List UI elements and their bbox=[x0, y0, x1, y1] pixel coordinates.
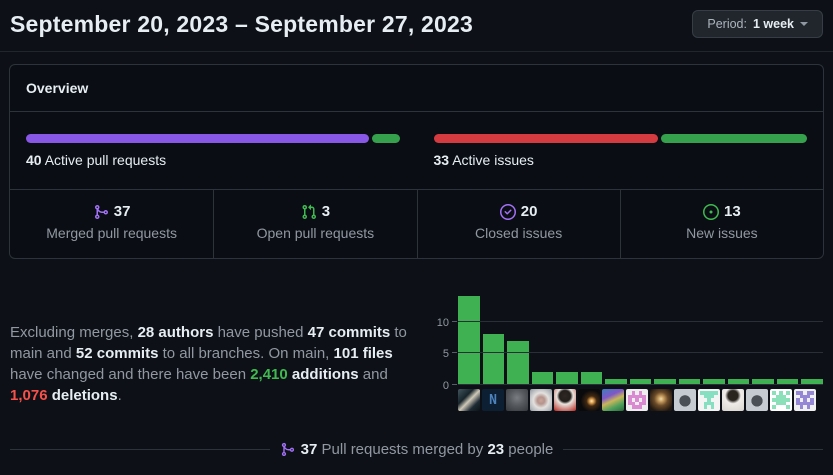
commits-chart: 0 5 10 N bbox=[431, 293, 823, 421]
stat-new-issues[interactable]: 13 New issues bbox=[619, 190, 823, 258]
git-merge-icon bbox=[94, 204, 108, 219]
commit-bar[interactable] bbox=[580, 372, 603, 385]
issue-progress-bar[interactable] bbox=[433, 134, 807, 143]
commit-bar[interactable] bbox=[678, 378, 701, 385]
author-avatar-purple-identicon[interactable] bbox=[794, 389, 816, 411]
author-avatar-dark-haired-person[interactable] bbox=[554, 389, 576, 411]
open-pull-requests-segment[interactable] bbox=[371, 134, 400, 143]
author-avatar-glow-portrait[interactable] bbox=[650, 389, 672, 411]
stat-value: 13 bbox=[724, 203, 741, 220]
author-avatar-octocat-default-avatar[interactable] bbox=[746, 389, 768, 411]
stat-open-pull-requests[interactable]: 3 Open pull requests bbox=[213, 190, 416, 258]
author-avatar-gray-portrait[interactable] bbox=[506, 389, 528, 411]
issue-opened-icon bbox=[703, 203, 720, 220]
author-avatar-mint-identicon[interactable] bbox=[698, 389, 720, 411]
commit-bar[interactable] bbox=[605, 378, 627, 385]
commit-bar[interactable] bbox=[654, 378, 676, 385]
period-dropdown-button[interactable]: Period: 1 week bbox=[692, 10, 823, 38]
pull-requests-column: 40 Active pull requests bbox=[26, 134, 400, 168]
closed-issues-segment[interactable] bbox=[433, 134, 659, 143]
stat-label: Closed issues bbox=[475, 225, 563, 241]
commit-bar[interactable] bbox=[482, 334, 505, 385]
summary-text: Excluding merges, 28 authors have pushed… bbox=[10, 324, 407, 404]
commits-chart-bars bbox=[458, 293, 823, 385]
stat-value: 3 bbox=[321, 203, 331, 220]
commit-bar[interactable] bbox=[629, 378, 652, 385]
y-tick-label: 5 bbox=[442, 348, 449, 361]
author-avatar-octocat-default-avatar[interactable] bbox=[674, 389, 696, 411]
period-label: Period: bbox=[707, 17, 747, 31]
y-tick-label: 0 bbox=[442, 380, 449, 392]
author-avatar-colorful-hat-person[interactable] bbox=[602, 389, 624, 411]
authors-avatar-row: N bbox=[458, 389, 823, 411]
commit-bar[interactable] bbox=[458, 296, 480, 385]
git-pull-request-icon bbox=[302, 204, 316, 219]
author-avatar-mint-identicon-2[interactable] bbox=[770, 389, 792, 411]
gridline bbox=[458, 352, 823, 354]
author-avatar-person-in-white[interactable] bbox=[722, 389, 744, 411]
page-header: September 20, 2023 – September 27, 2023 … bbox=[0, 0, 833, 52]
y-tick-label: 10 bbox=[436, 316, 449, 329]
active-issues-label: 33 Active issues bbox=[433, 152, 534, 168]
overview-stats: 37 Merged pull requests 3 Open pull request… bbox=[10, 189, 823, 258]
stat-label: Merged pull requests bbox=[46, 225, 177, 241]
chevron-down-icon bbox=[800, 22, 808, 26]
author-avatar-hooded-person[interactable] bbox=[530, 389, 552, 411]
commit-bar[interactable] bbox=[531, 372, 554, 385]
activity-bars-section: 40 Active pull requests 33 Active issues bbox=[10, 112, 823, 189]
commits-chart-plot: 0 5 10 bbox=[437, 293, 823, 392]
gridline bbox=[458, 320, 823, 322]
period-value: 1 week bbox=[752, 17, 794, 31]
active-pull-requests-label: 40 Active pull requests bbox=[26, 152, 167, 168]
author-avatar-night-light-photo[interactable] bbox=[578, 389, 600, 411]
commit-bar[interactable] bbox=[801, 378, 823, 385]
commit-bar[interactable] bbox=[752, 378, 774, 385]
gridline bbox=[458, 384, 823, 385]
y-tick-mark bbox=[452, 384, 457, 385]
issues-column: 33 Active issues bbox=[433, 134, 807, 168]
stat-label: Open pull requests bbox=[256, 225, 375, 241]
stat-label: New issues bbox=[686, 225, 758, 241]
divider-line-left bbox=[10, 449, 270, 450]
commit-bar[interactable] bbox=[556, 372, 578, 385]
overview-card: Overview 40 Active pull requests 33 Acti… bbox=[9, 64, 824, 259]
overview-card-title: Overview bbox=[10, 65, 823, 112]
stat-value: 20 bbox=[520, 203, 538, 220]
page-title: September 20, 2023 – September 27, 2023 bbox=[10, 10, 473, 37]
pull-progress-bar[interactable] bbox=[26, 134, 400, 143]
y-tick-mark bbox=[452, 320, 457, 322]
stat-value: 37 bbox=[113, 203, 131, 220]
author-avatar-pink-identicon[interactable] bbox=[626, 389, 648, 411]
commit-bar[interactable] bbox=[703, 378, 725, 385]
issue-closed-icon bbox=[499, 203, 516, 220]
commit-bar[interactable] bbox=[727, 378, 750, 385]
y-tick-mark bbox=[452, 352, 457, 354]
pulse-content: Excluding merges, 28 authors have pushed… bbox=[0, 293, 833, 421]
author-avatar-person-photo[interactable] bbox=[458, 389, 480, 411]
merged-pull-requests-segment[interactable] bbox=[26, 134, 369, 143]
divider-line-right bbox=[563, 449, 823, 450]
author-avatar-letter-n-logo[interactable]: N bbox=[482, 389, 504, 411]
git-merge-icon bbox=[281, 442, 294, 457]
merged-by-text: 37 Pull requests merged by 23 people bbox=[280, 441, 553, 458]
stat-merged-pull-requests[interactable]: 37 Merged pull requests bbox=[10, 190, 213, 258]
merged-by-divider: 37 Pull requests merged by 23 people bbox=[0, 441, 833, 458]
commit-bar[interactable] bbox=[507, 340, 529, 385]
new-issues-segment[interactable] bbox=[661, 134, 807, 143]
commit-bar[interactable] bbox=[776, 378, 799, 385]
stat-closed-issues[interactable]: 20 Closed issues bbox=[416, 190, 620, 258]
